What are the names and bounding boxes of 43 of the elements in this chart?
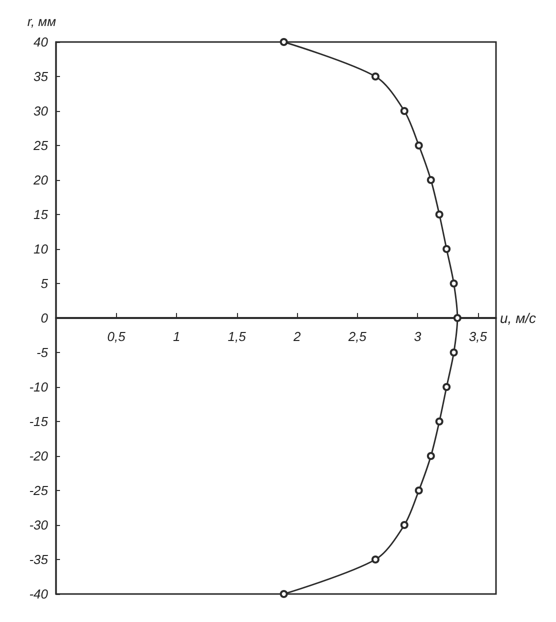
point	[280, 38, 288, 46]
point	[280, 590, 288, 598]
point	[450, 348, 458, 356]
point	[435, 418, 444, 426]
y-tick-label: -25	[29, 483, 49, 498]
point	[371, 556, 380, 564]
point	[414, 486, 423, 494]
y-tick-label: -15	[29, 414, 49, 429]
x-tick-label: 2	[292, 329, 302, 344]
point	[435, 210, 444, 218]
point	[426, 176, 435, 184]
y-tick-label: 40	[34, 34, 49, 50]
y-axis-title: r, мм	[27, 14, 56, 29]
y-tick-label: -40	[29, 586, 49, 602]
point	[414, 142, 423, 150]
x-tick-label: 1,5	[228, 329, 247, 344]
y-tick-label: 15	[34, 207, 49, 222]
point	[442, 245, 451, 253]
x-axis-title: u, м/с	[500, 310, 536, 326]
point	[453, 314, 462, 322]
y-tick-label: -30	[29, 518, 49, 532]
point	[400, 107, 408, 115]
y-tick-label: 30	[34, 104, 49, 118]
y-tick-label: 0	[40, 310, 49, 326]
point	[426, 452, 435, 460]
x-tick-label: 3,5	[468, 329, 488, 344]
x-tick-label: 2,5	[347, 329, 368, 344]
y-tick-label: 35	[34, 69, 49, 84]
point	[442, 383, 451, 391]
x-tick-label: 0,5	[107, 329, 126, 344]
y-tick-label: 10	[34, 242, 49, 256]
y-tick-label: 5	[40, 276, 49, 291]
y-tick-label: -5	[36, 345, 49, 360]
point	[371, 72, 380, 80]
point	[450, 280, 458, 288]
y-tick-label: 25	[32, 138, 49, 153]
point	[400, 521, 408, 529]
y-tick-label: -10	[29, 380, 49, 394]
x-tick-label: 3	[414, 329, 422, 344]
y-tick-label: -20	[29, 448, 49, 464]
x-tick-label: 1	[172, 329, 180, 344]
y-tick-label: 20	[32, 172, 49, 188]
y-tick-label: -35	[29, 552, 49, 567]
